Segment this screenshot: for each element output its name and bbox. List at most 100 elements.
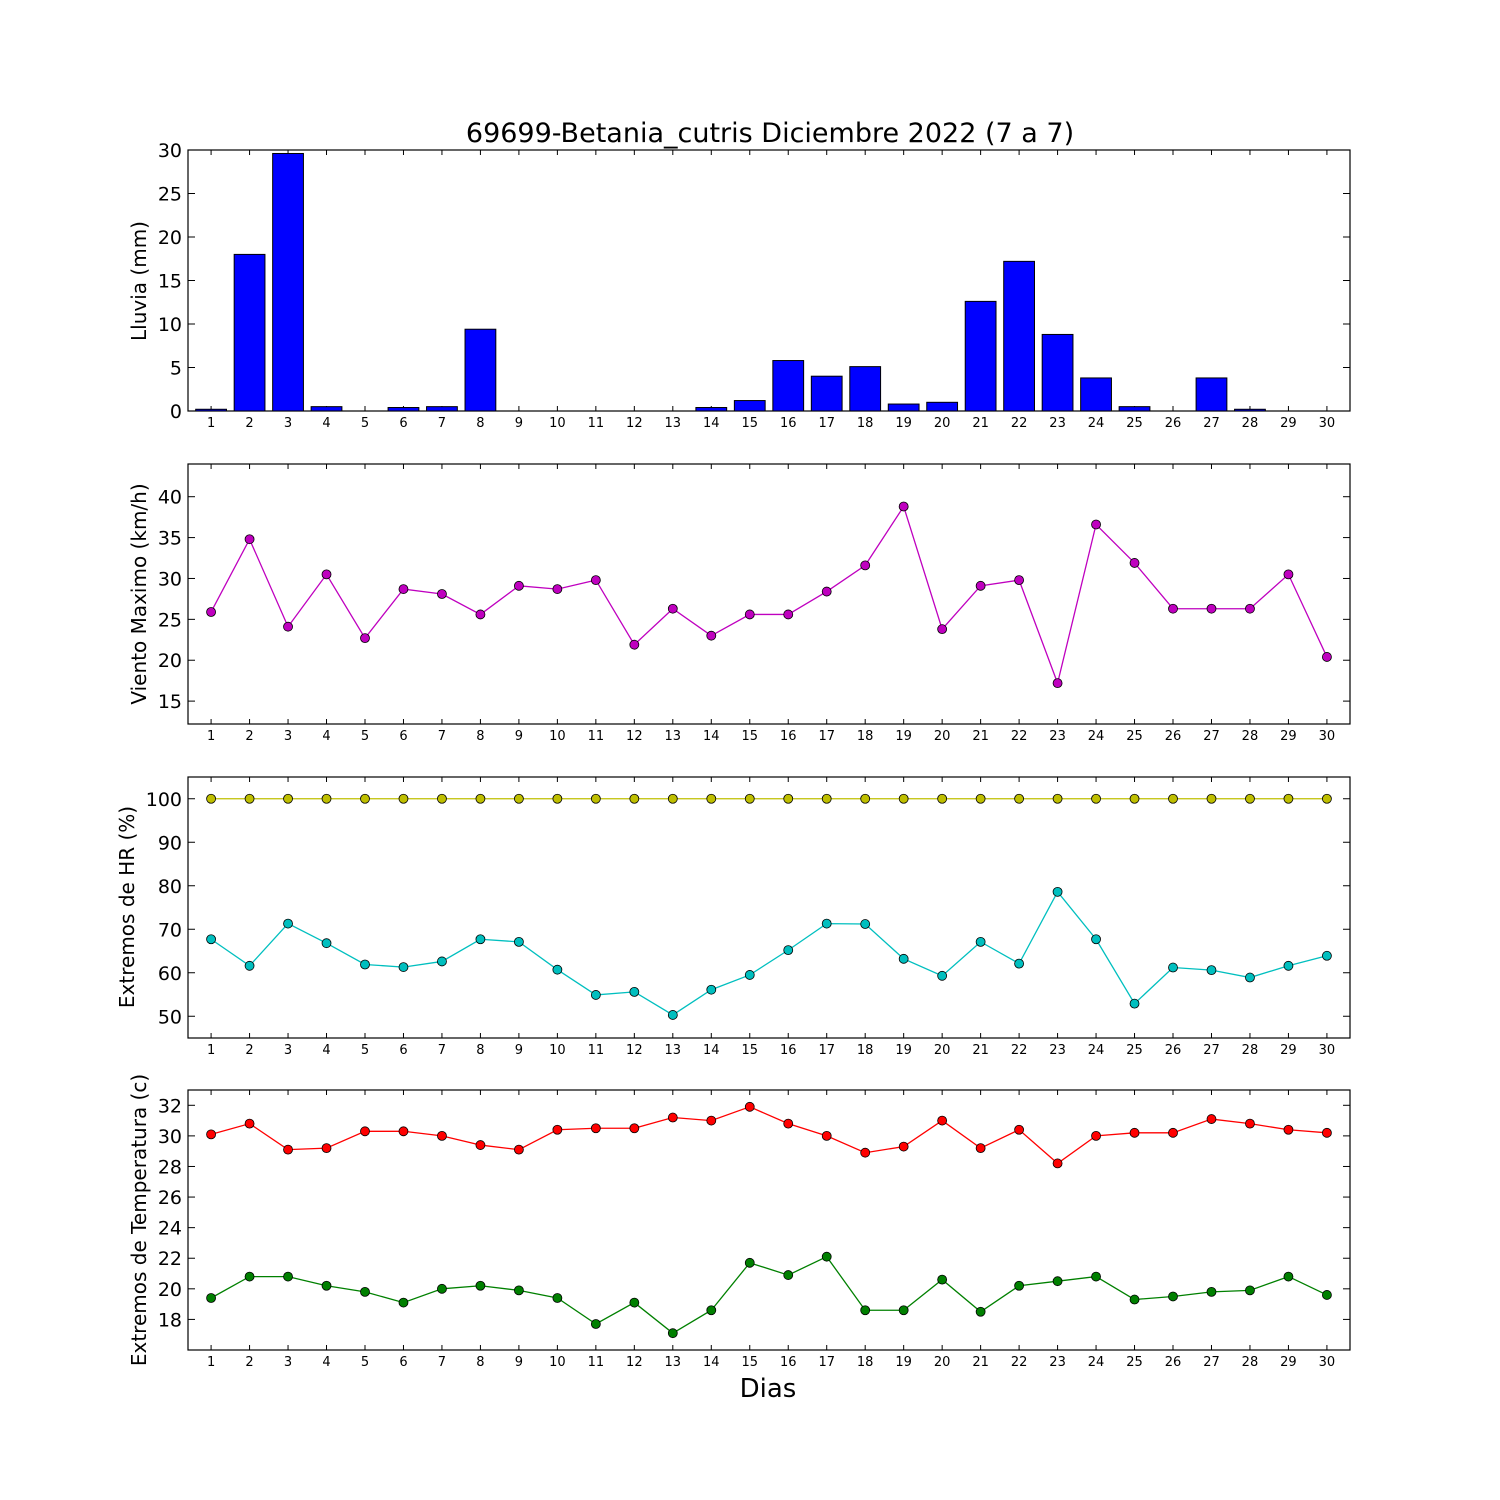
y-tick-label: 18 <box>158 1309 182 1331</box>
data-point <box>1322 950 1332 961</box>
data-point <box>898 1141 909 1152</box>
data-point <box>783 609 794 620</box>
x-tick-label: 17 <box>818 416 835 431</box>
x-tick-label: 22 <box>1011 729 1028 744</box>
x-tick-label: 29 <box>1280 1043 1297 1058</box>
axes-frame <box>187 149 1351 412</box>
x-tick-label: 10 <box>549 1043 566 1058</box>
axes-frame <box>187 776 1351 1039</box>
x-tick-label: 6 <box>399 416 407 431</box>
x-tick-label: 18 <box>857 416 874 431</box>
x-tick-label: 1 <box>207 1043 215 1058</box>
x-tick-label: 27 <box>1203 1355 1220 1370</box>
data-point <box>1283 1124 1294 1135</box>
data-point <box>898 793 909 804</box>
x-tick-label: 23 <box>1049 729 1066 744</box>
x-tick-label: 14 <box>703 1355 720 1370</box>
data-point <box>667 793 678 804</box>
x-tick-label: 13 <box>665 1355 682 1370</box>
x-tick-label: 26 <box>1165 416 1182 431</box>
data-point <box>821 1130 832 1141</box>
data-point <box>360 959 370 970</box>
data-point <box>975 1306 986 1317</box>
data-point <box>667 1328 678 1339</box>
data-point <box>1245 1285 1255 1296</box>
y-tick-label: 100 <box>146 789 182 811</box>
y-tick-label: 15 <box>158 271 182 293</box>
y-tick-label: 25 <box>158 184 182 206</box>
y-tick-label: 30 <box>158 1126 182 1148</box>
data-point <box>975 580 986 591</box>
bar <box>387 407 420 412</box>
data-point <box>552 1124 563 1135</box>
x-tick-label: 17 <box>818 1043 835 1058</box>
x-tick-label: 27 <box>1203 416 1220 431</box>
x-tick-label: 24 <box>1088 1043 1105 1058</box>
x-tick-label: 25 <box>1126 1043 1143 1058</box>
data-point <box>1245 1118 1255 1129</box>
x-tick-label: 17 <box>818 729 835 744</box>
x-tick-label: 26 <box>1165 729 1182 744</box>
y-tick-label: 20 <box>158 650 182 672</box>
x-tick-label: 11 <box>588 416 605 431</box>
y-tick-label: 5 <box>170 358 182 380</box>
y-tick-label: 32 <box>158 1095 182 1117</box>
x-tick-label: 7 <box>438 729 446 744</box>
x-tick-label: 21 <box>972 416 989 431</box>
x-tick-label: 9 <box>515 416 523 431</box>
x-tick-label: 6 <box>399 1043 407 1058</box>
data-point <box>552 964 563 975</box>
data-point <box>1014 575 1024 586</box>
x-tick-label: 20 <box>934 1043 951 1058</box>
bar <box>1234 408 1266 412</box>
x-tick-label: 21 <box>972 1355 989 1370</box>
x-tick-label: 23 <box>1049 1355 1066 1370</box>
y-tick-label: 80 <box>158 876 182 898</box>
data-point <box>937 1274 948 1285</box>
data-point <box>1168 603 1178 614</box>
x-tick-label: 15 <box>741 1043 758 1058</box>
data-point <box>629 793 640 804</box>
x-tick-label: 7 <box>438 1043 446 1058</box>
data-point <box>1322 1127 1332 1138</box>
data-point <box>321 938 332 949</box>
x-tick-label: 16 <box>780 729 797 744</box>
x-tick-label: 26 <box>1165 1355 1182 1370</box>
data-point <box>821 1251 832 1262</box>
x-tick-label: 22 <box>1011 416 1028 431</box>
data-point <box>437 1283 447 1294</box>
data-point <box>321 1280 332 1291</box>
data-point <box>667 1010 678 1020</box>
data-point <box>1168 1291 1178 1302</box>
chart-title: 69699-Betania_cutris Diciembre 2022 (7 a… <box>466 118 1074 149</box>
x-tick-label: 14 <box>703 416 720 431</box>
y-tick-label: 15 <box>158 691 182 713</box>
bar <box>733 400 766 412</box>
data-point <box>1206 1114 1217 1124</box>
data-point <box>1283 960 1294 971</box>
y-axis-label: Viento Maximo (km/h) <box>127 483 151 704</box>
data-point <box>629 1123 640 1134</box>
x-tick-label: 7 <box>438 416 446 431</box>
data-point <box>514 1285 524 1296</box>
y-tick-label: 70 <box>158 919 182 941</box>
data-point <box>744 970 755 980</box>
y-tick-label: 30 <box>158 140 182 162</box>
data-point <box>629 639 640 650</box>
x-tick-label: 5 <box>361 416 369 431</box>
bar <box>810 375 843 412</box>
x-tick-label: 15 <box>741 1355 758 1370</box>
axes-frame <box>187 1089 1351 1351</box>
x-tick-label: 21 <box>972 729 989 744</box>
x-tick-label: 19 <box>895 729 912 744</box>
series-line <box>210 505 1328 686</box>
x-tick-label: 5 <box>361 1355 369 1370</box>
data-point <box>590 1123 601 1134</box>
bar <box>426 406 458 412</box>
data-point <box>706 1115 717 1126</box>
